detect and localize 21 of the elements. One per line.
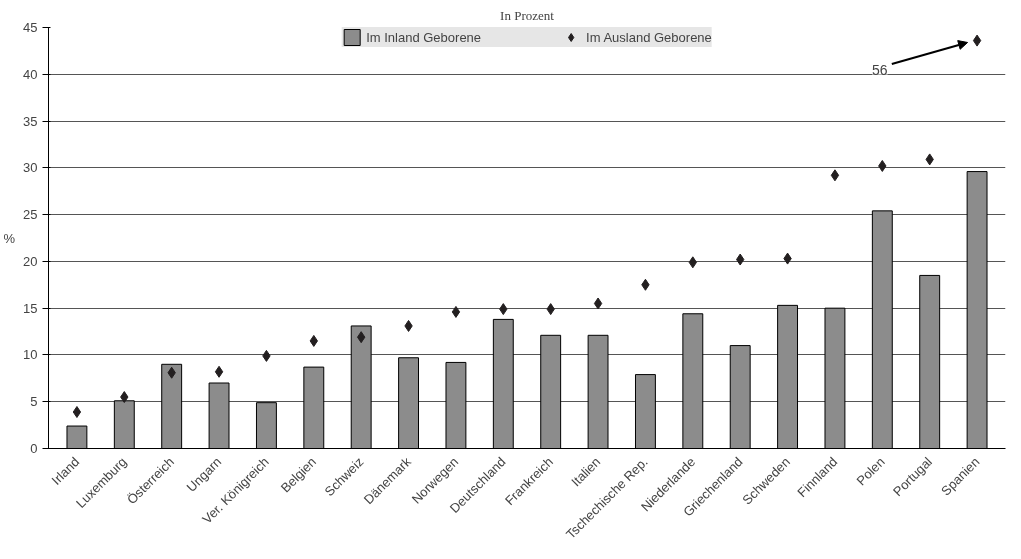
y-tick-label: 10	[23, 347, 38, 363]
y-tick-label: 5	[30, 394, 38, 410]
y-tick-label: 40	[23, 66, 38, 82]
point	[830, 169, 840, 182]
y-tick-label: 0	[30, 441, 38, 456]
legend-label: Im Ausland Geborene	[586, 29, 712, 45]
y-tick-label: 35	[23, 113, 38, 129]
y-tick-label: 45	[23, 20, 38, 35]
point	[593, 297, 603, 310]
y-tick-label: 15	[23, 300, 38, 316]
point	[972, 34, 982, 47]
legend-label: Im Inland Geborene	[366, 29, 482, 45]
y-tick-label: 25	[23, 207, 38, 223]
y-tick-label: 30	[23, 160, 38, 176]
y-tick-label: 20	[23, 253, 38, 269]
point	[451, 305, 461, 318]
y-axis-title: %	[3, 230, 16, 246]
annotation: 56	[872, 61, 888, 78]
point	[72, 406, 82, 419]
chart-title: In Prozent	[500, 7, 555, 23]
point	[214, 365, 224, 378]
